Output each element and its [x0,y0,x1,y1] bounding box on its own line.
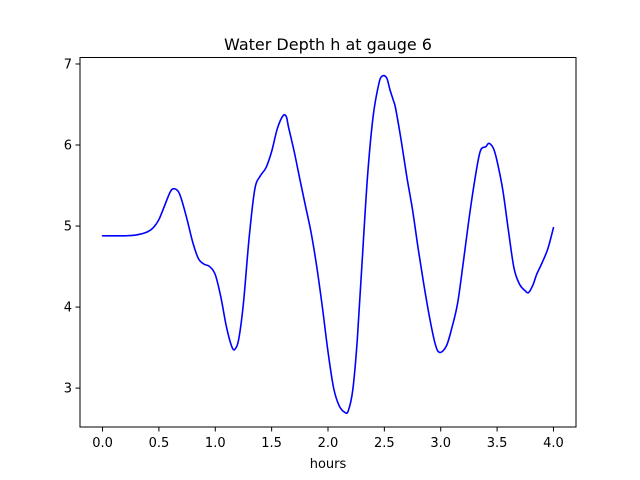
x-tick-label: 2.0 [318,436,339,451]
x-tick-label: 3.0 [430,436,451,451]
y-tick-label: 3 [64,382,72,397]
series-group [101,74,555,415]
x-tick-label: 2.5 [374,436,395,451]
series-line-0 [101,74,555,415]
x-tick-label: 0.0 [92,436,113,451]
chart-title: Water Depth h at gauge 6 [224,35,432,54]
y-tick-label: 6 [64,139,72,154]
x-tick-label: 0.5 [149,436,170,451]
x-axis-label: hours [310,457,347,472]
y-axis-ticks: 3 4 5 6 7 [64,57,80,397]
x-tick-label: 1.0 [205,436,226,451]
x-tick-label: 1.5 [261,436,282,451]
plot-area-frame [79,57,577,428]
x-axis-ticks: 0.0 0.5 1.0 1.5 2.0 2.5 3.0 3.5 4.0 [92,427,564,451]
y-tick-label: 5 [64,220,72,235]
y-tick-label: 7 [64,57,72,72]
x-tick-label: 4.0 [543,436,564,451]
y-tick-label: 4 [64,301,72,316]
x-tick-label: 3.5 [487,436,508,451]
